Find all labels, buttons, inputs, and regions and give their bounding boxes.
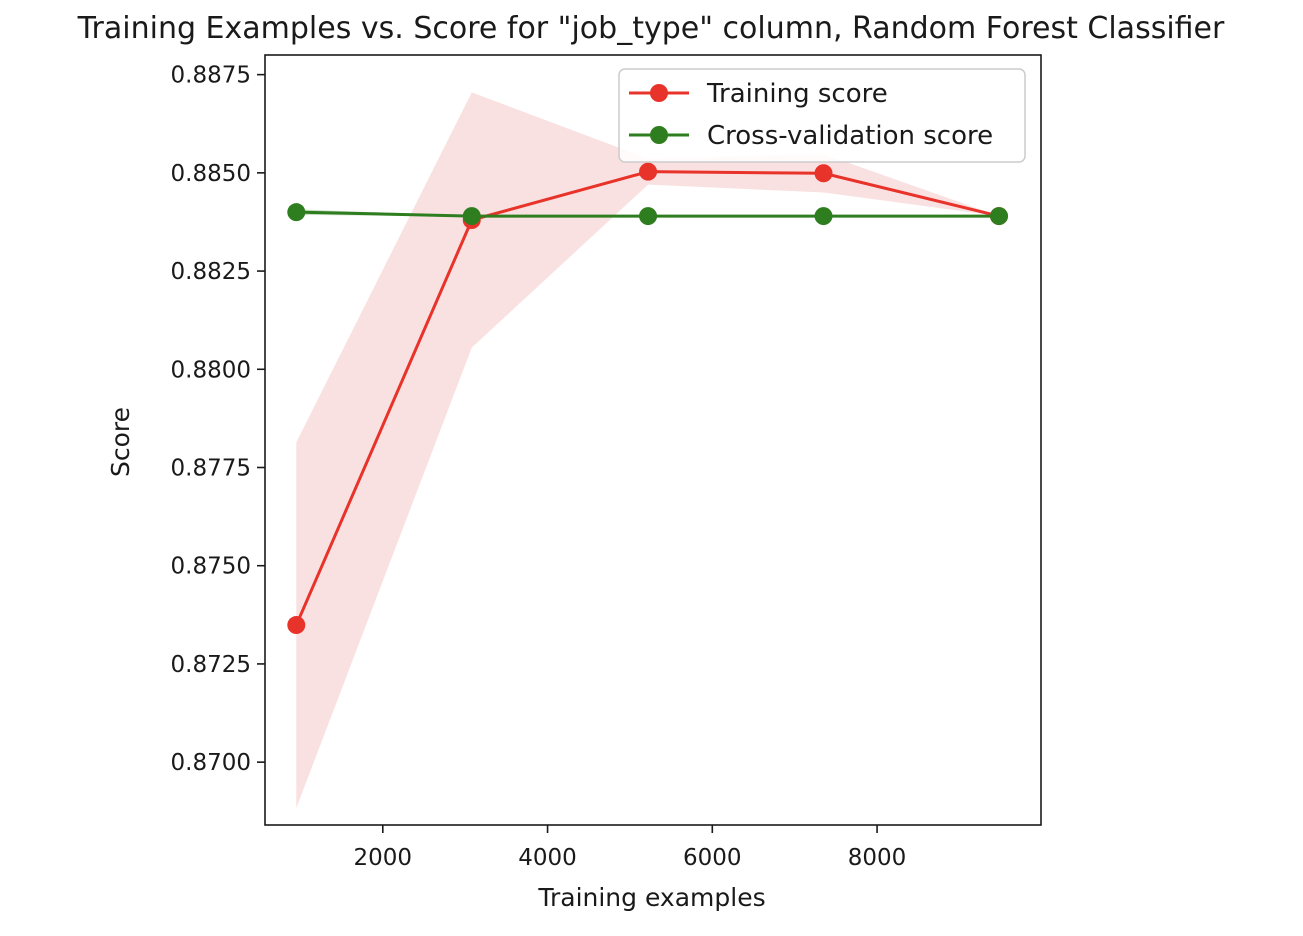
legend-box bbox=[618, 68, 1026, 163]
y-tick-label: 0.8775 bbox=[171, 456, 251, 482]
y-tick-label: 0.8750 bbox=[171, 554, 251, 580]
x-tick-label: 6000 bbox=[683, 845, 742, 871]
x-axis-label: Training examples bbox=[537, 883, 765, 912]
point-series-1-4 bbox=[989, 207, 1008, 226]
point-series-0-3 bbox=[814, 164, 833, 183]
confidence-bands bbox=[296, 92, 999, 809]
x-tick-label: 8000 bbox=[848, 845, 907, 871]
series-points bbox=[287, 162, 1008, 635]
y-tick-label: 0.8700 bbox=[171, 750, 251, 776]
y-tick-label: 0.8800 bbox=[171, 357, 251, 383]
legend: Training score Cross-validation score bbox=[618, 68, 1026, 163]
x-axis-ticks: 2000 4000 6000 8000 bbox=[354, 825, 907, 871]
chart-title: Training Examples vs. Score for "job_typ… bbox=[77, 11, 1225, 46]
point-series-1-0 bbox=[287, 203, 306, 222]
y-tick-label: 0.8875 bbox=[171, 63, 251, 89]
legend-label-0: Training score bbox=[706, 79, 888, 109]
point-series-0-2 bbox=[639, 162, 658, 181]
x-tick-label: 2000 bbox=[354, 845, 413, 871]
plot-frame bbox=[264, 54, 1042, 826]
y-tick-label: 0.8725 bbox=[171, 652, 251, 678]
y-tick-label: 0.8825 bbox=[171, 259, 251, 285]
legend-marker-1 bbox=[650, 126, 668, 144]
y-tick-label: 0.8850 bbox=[171, 161, 251, 187]
point-series-1-1 bbox=[462, 207, 481, 226]
point-series-1-2 bbox=[639, 207, 658, 226]
legend-marker-0 bbox=[650, 84, 668, 102]
y-axis-label: Score bbox=[106, 407, 135, 477]
band-series-0 bbox=[296, 92, 999, 809]
point-series-0-0 bbox=[287, 616, 306, 635]
x-tick-label: 4000 bbox=[518, 845, 577, 871]
legend-label-1: Cross-validation score bbox=[707, 121, 993, 151]
point-series-1-3 bbox=[814, 207, 833, 226]
y-axis-ticks: 0.8700 0.8725 0.8750 0.8775 0.8800 0.8825 0.88… bbox=[171, 63, 265, 776]
